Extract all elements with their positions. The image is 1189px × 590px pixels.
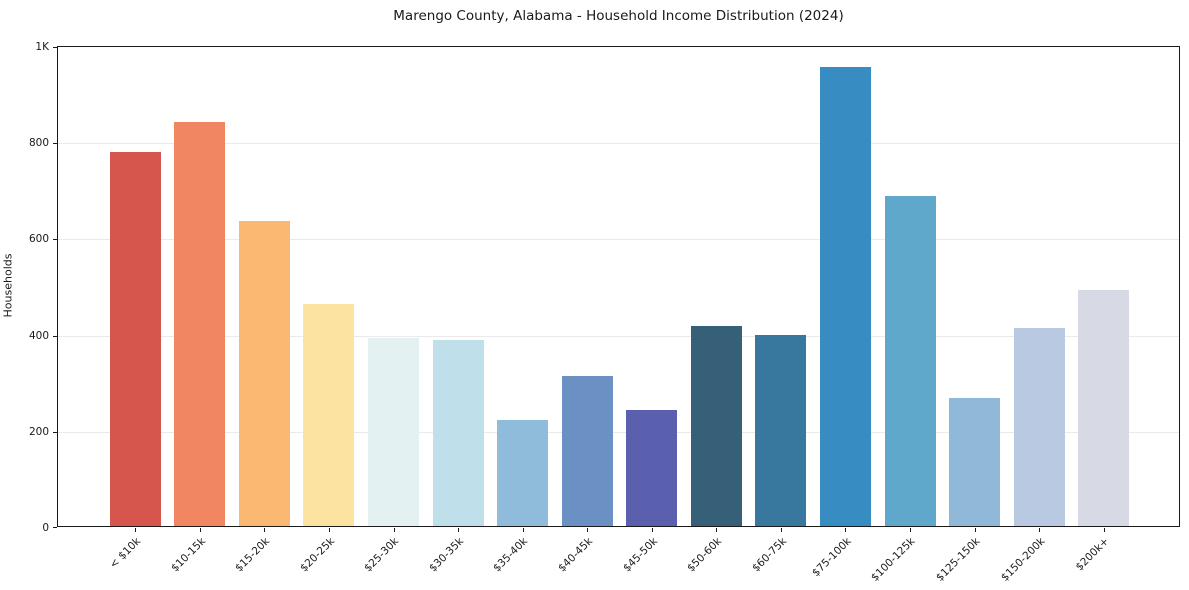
bar-50-60k (690, 326, 742, 526)
x-tick-mark (974, 528, 976, 532)
x-tick-mark (264, 528, 266, 532)
x-tick-mark (651, 528, 653, 532)
x-tick-mark (393, 528, 395, 532)
x-tick-label: $150-200k (998, 535, 1047, 584)
x-tick-label: $45-50k (620, 535, 660, 575)
y-tick-mark (53, 239, 57, 241)
chart-title: Marengo County, Alabama - Household Inco… (393, 8, 844, 24)
bar-75-100k (819, 67, 871, 526)
y-tick-label: 400 (28, 329, 49, 342)
bar-20-25k (303, 304, 355, 526)
x-tick-mark (716, 528, 718, 532)
x-tick-mark (458, 528, 460, 532)
x-tick-mark (1103, 528, 1105, 532)
bar-10-15k (174, 122, 226, 526)
x-tick-label: $50-60k (685, 535, 725, 575)
x-tick-label: $75-100k (809, 535, 854, 580)
x-tick-label: $30-35k (426, 535, 466, 575)
x-tick-mark (328, 528, 330, 532)
x-tick-mark (199, 528, 201, 532)
x-tick-label: $100-125k (869, 535, 918, 584)
y-tick-label: 1K (35, 41, 49, 53)
gridline (58, 335, 1179, 337)
y-tick-mark (53, 47, 57, 48)
x-tick-label: $125-150k (933, 535, 983, 584)
bar-40-45k (561, 376, 613, 526)
gridline (58, 239, 1179, 241)
y-tick-label: 800 (28, 137, 49, 150)
gridline (58, 431, 1179, 433)
bar-60-75k (755, 335, 807, 526)
x-tick-label: $200k+ (1073, 535, 1112, 574)
x-tick-label: $25-30k (362, 535, 402, 575)
y-tick-mark (53, 335, 57, 337)
x-tick-mark (587, 528, 589, 532)
y-tick-label: 0 (42, 522, 49, 534)
y-tick-mark (53, 527, 57, 528)
bar-15-20k (238, 221, 290, 526)
y-tick-mark (53, 143, 57, 145)
bar-25-30k (368, 338, 420, 526)
x-tick-label: $40-45k (555, 535, 595, 575)
x-tick-label: $60-75k (749, 535, 789, 575)
bar-10k (109, 152, 161, 526)
y-tick-label: 600 (28, 233, 49, 246)
x-tick-label: $10-15k (168, 535, 208, 575)
x-tick-label: $20-25k (297, 535, 337, 575)
bar-200k (1078, 290, 1130, 526)
bar-35-40k (497, 420, 549, 526)
x-tick-label: $15-20k (233, 535, 273, 575)
x-tick-mark (522, 528, 524, 532)
x-tick-label: < $10k (107, 535, 144, 571)
gridline (58, 143, 1179, 145)
y-tick-mark (53, 431, 57, 433)
x-tick-mark (780, 528, 782, 532)
bar-100-125k (884, 196, 936, 526)
x-tick-mark (135, 528, 137, 532)
x-tick-mark (1039, 528, 1041, 532)
bar-125-150k (949, 398, 1001, 526)
y-tick-label: 200 (28, 425, 49, 438)
bar-30-35k (432, 340, 484, 526)
bar-150-200k (1013, 328, 1065, 526)
bar-45-50k (626, 410, 678, 526)
plot-area: 0 200 400 600 800 1K < $10k $10-15k $15-20k $20-2… (29, 42, 1180, 584)
x-tick-mark (910, 528, 912, 532)
x-tick-mark (845, 528, 847, 532)
x-tick-label: $35-40k (491, 535, 531, 575)
